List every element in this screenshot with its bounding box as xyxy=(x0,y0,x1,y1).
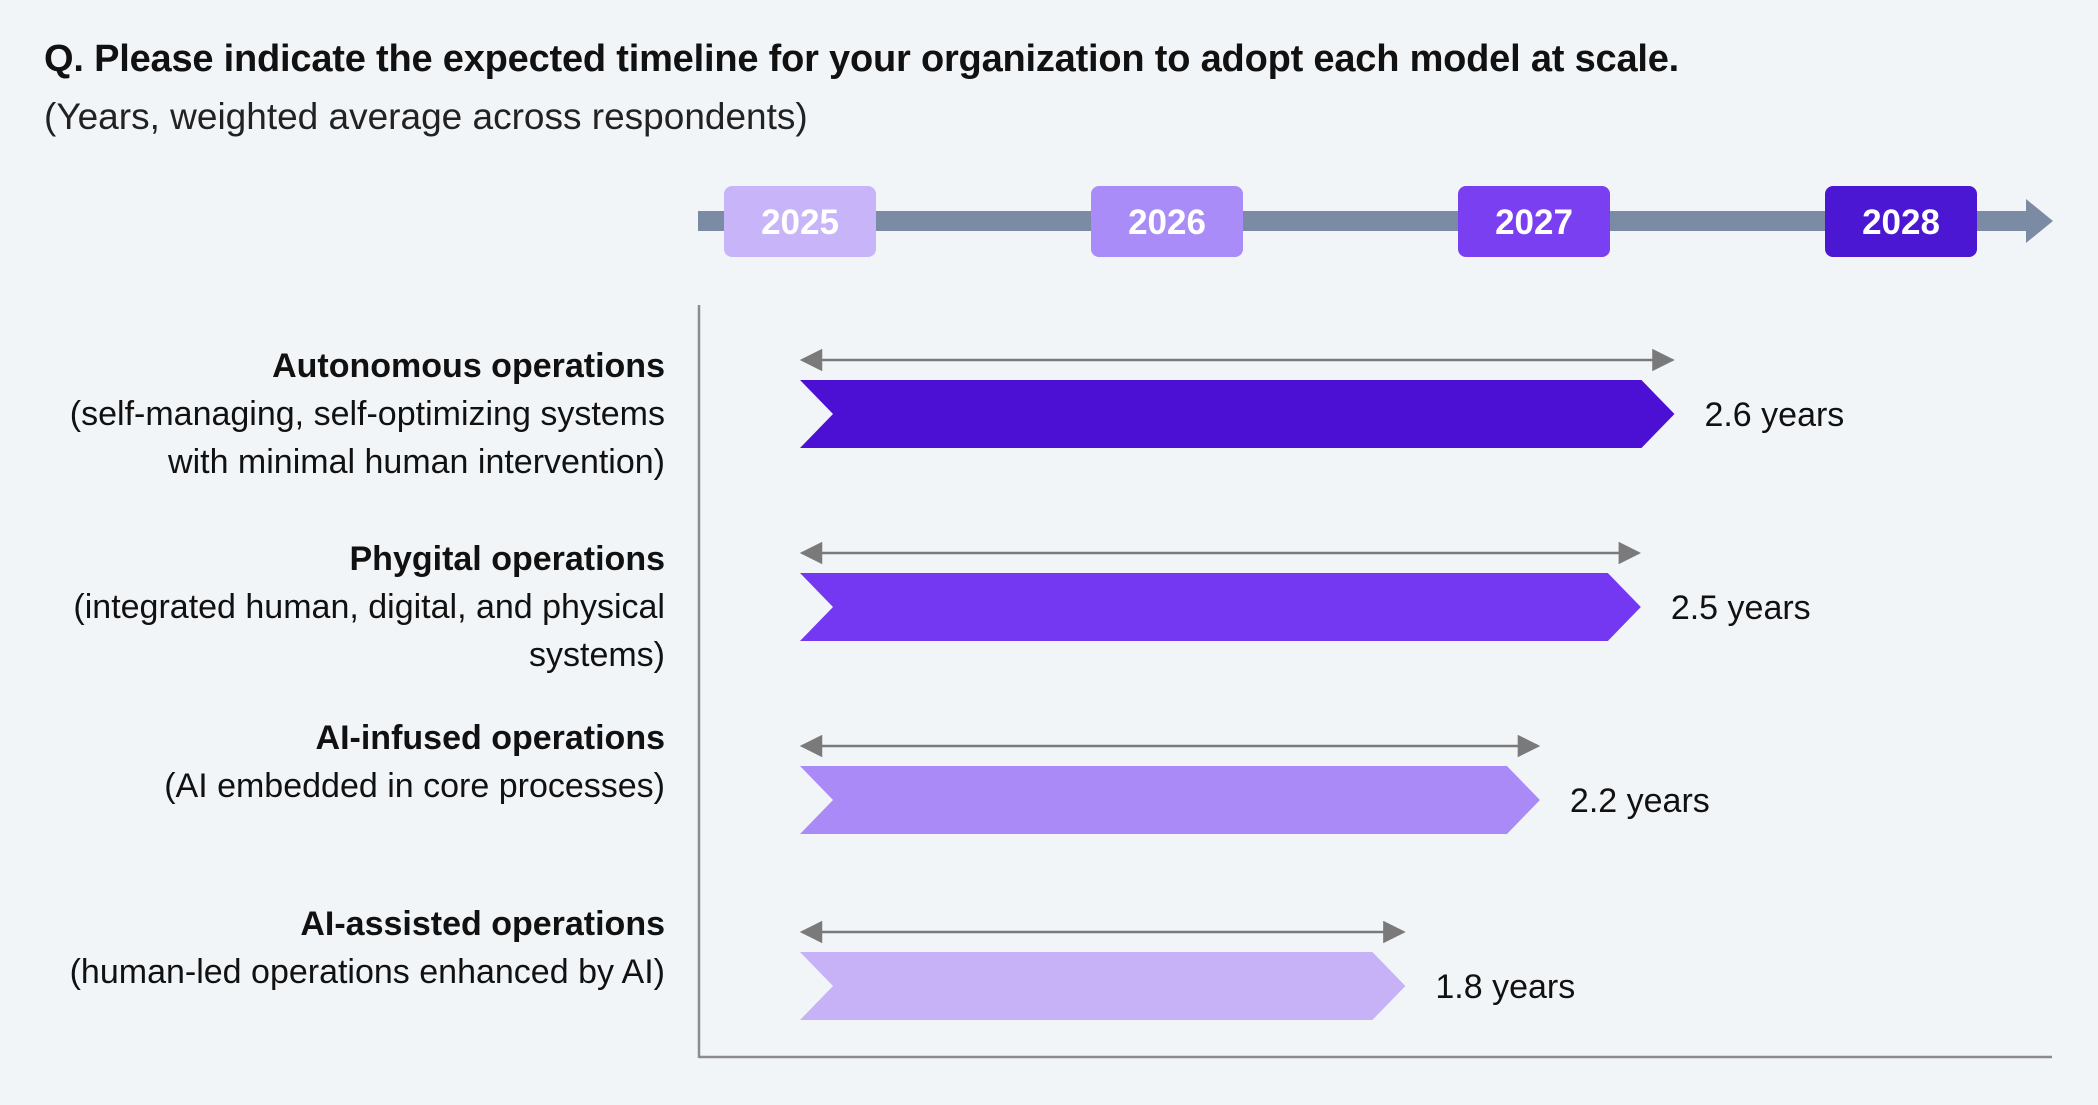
year-box-2025 xyxy=(724,186,876,257)
year-label-2028: 2028 xyxy=(1862,203,1940,242)
timeline-track xyxy=(698,211,2028,231)
category-description: (human-led operations enhanced by AI) xyxy=(69,953,665,991)
category-label-ai-infused-operations: AI-infused operations (AI embedded in cor… xyxy=(5,714,665,810)
year-label-2025: 2025 xyxy=(761,203,839,242)
category-label-autonomous-operations: Autonomous operations (self-managing, sel… xyxy=(5,342,665,486)
category-label-ai-assisted-operations: AI-assisted operations (human-led operati… xyxy=(5,900,665,996)
chart-title: Q. Please indicate the expected timeline… xyxy=(44,38,1680,80)
category-description: (integrated human, digital, and physical… xyxy=(73,588,665,674)
category-label-phygital-operations: Phygital operations (integrated human, di… xyxy=(5,535,665,679)
value-label-ai-assisted-operations: 1.8 years xyxy=(1435,968,1575,1006)
value-label-phygital-operations: 2.5 years xyxy=(1671,589,1811,627)
category-description: (AI embedded in core processes) xyxy=(164,767,665,805)
chart-subtitle: (Years, weighted average across responde… xyxy=(44,96,808,137)
year-box-2027 xyxy=(1458,186,1610,257)
category-name: AI-infused operations xyxy=(315,719,665,757)
year-box-2028 xyxy=(1825,186,1977,257)
value-label-ai-infused-operations: 2.2 years xyxy=(1570,782,1710,820)
value-label-autonomous-operations: 2.6 years xyxy=(1704,396,1844,434)
bar-ai-infused-operations xyxy=(800,766,1540,834)
category-description: (self-managing, self-optimizing systems … xyxy=(69,395,665,481)
bar-phygital-operations xyxy=(800,573,1641,641)
category-name: AI-assisted operations xyxy=(300,905,665,943)
category-name: Autonomous operations xyxy=(272,347,665,385)
category-name: Phygital operations xyxy=(349,540,666,578)
year-label-2027: 2027 xyxy=(1495,203,1573,242)
bar-ai-assisted-operations xyxy=(800,952,1406,1020)
year-box-2026 xyxy=(1091,186,1243,257)
bar-autonomous-operations xyxy=(800,380,1675,448)
timeline-arrowhead xyxy=(2026,199,2053,243)
year-label-2026: 2026 xyxy=(1128,203,1206,242)
